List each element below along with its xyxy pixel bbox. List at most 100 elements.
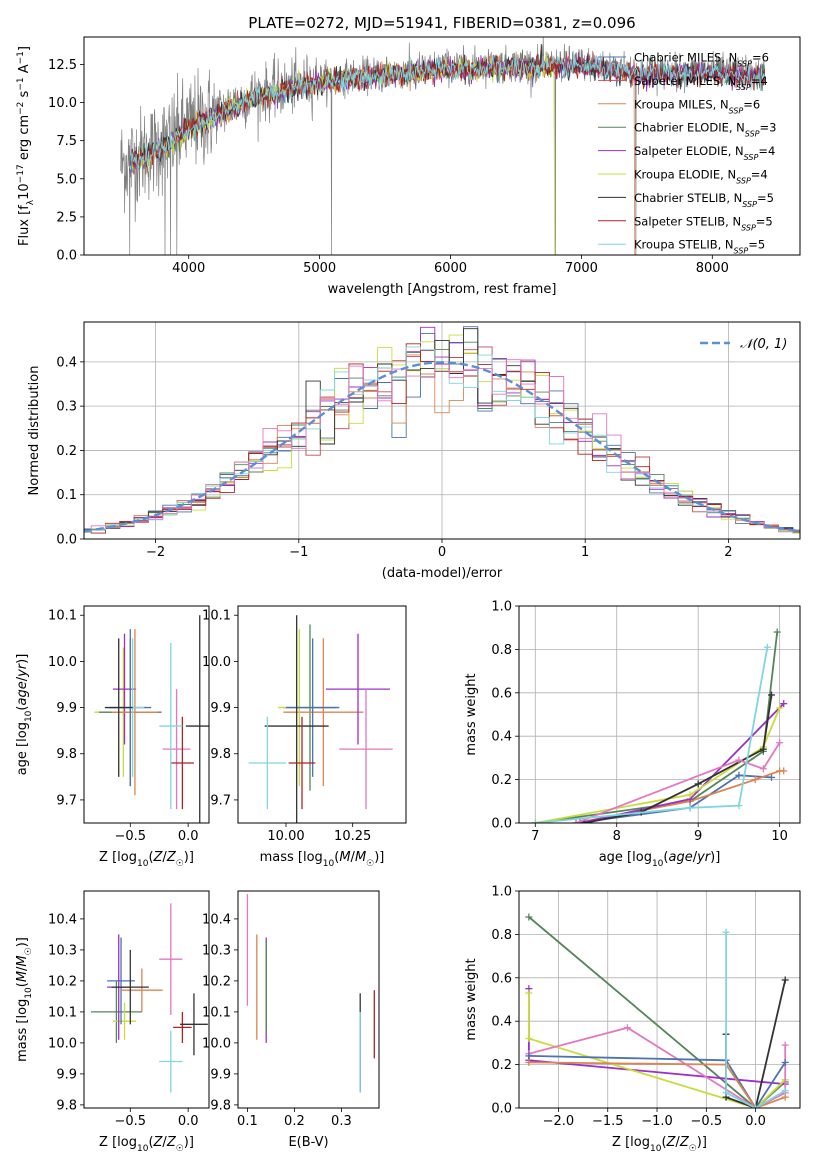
y-tick-label: 9.9 [56, 701, 77, 716]
errorbar-point [104, 638, 133, 777]
errorbar-point [326, 633, 390, 745]
weight-marker [781, 1058, 789, 1066]
y-tick-label: 10.0 [202, 1036, 231, 1051]
axes-frame [83, 36, 801, 256]
y-tick-label: 10.2 [48, 974, 77, 989]
y-tick-label: 9.9 [210, 701, 231, 716]
x-tick-label: −0.5 [115, 1114, 147, 1129]
errorbar-point [159, 1030, 183, 1093]
x-tick-label: 0.0 [178, 1114, 199, 1129]
weight-marker [686, 804, 694, 812]
x-axis-label: age [log10(age/yr)] [599, 850, 721, 869]
x-tick-label: 0.2 [284, 1114, 305, 1129]
model-line-2 [129, 53, 636, 255]
errorbar-point [121, 968, 163, 1012]
x-tick-label: 7 [531, 829, 539, 844]
x-tick-label: 4000 [172, 261, 205, 276]
panel-massweight-vs-age: 7 8 9 10 0.0 0.2 0.4 0.6 0.8 1.0 age [log10(age/yr… [464, 600, 801, 869]
y-axis-label: mass weight [464, 673, 479, 755]
plot-area-age-vs-Z [94, 615, 209, 823]
x-tick-label: 10 [771, 829, 788, 844]
y-axis-label: Normed distribution [27, 366, 42, 496]
errorbar-point [288, 716, 316, 810]
histogram-9 [84, 359, 800, 533]
weight-line-0 [528, 916, 786, 1108]
x-tick-label: 8000 [696, 261, 729, 276]
weight-marker [780, 700, 788, 708]
weight-marker [759, 745, 767, 753]
y-tick-label: 9.8 [56, 747, 77, 762]
y-tick-label: 0.1 [56, 488, 77, 503]
x-axis-label: mass [log10(M/M☉)] [260, 850, 385, 869]
y-axis-label: age [log10(age/yr)] [15, 654, 34, 776]
errorbar-point [112, 1002, 137, 1040]
y-tick-label: 9.7 [210, 793, 231, 808]
plot-area-mass-vs-EBV [246, 894, 375, 1093]
panel-mass-vs-EBV: 0.1 0.2 0.3 9.8 9.9 10.0 10.1 10.2 10.3 10.4 E(B-V… [202, 890, 380, 1150]
weight-marker [781, 976, 789, 984]
weight-marker [722, 928, 730, 936]
model-line-8 [129, 50, 765, 170]
weight-marker [525, 913, 533, 921]
x-tick-label: −0.5 [115, 829, 147, 844]
panel-spectrum: 4000 5000 6000 7000 8000 0.0 2.5 5.0 7.5 10.0 12.5… [16, 36, 801, 297]
x-axis-label: (data-model)/error [382, 566, 503, 581]
y-tick-label: 9.7 [56, 793, 77, 808]
y-tick-label: 0.2 [491, 1058, 512, 1073]
gaussian-reference-line [84, 361, 798, 533]
x-tick-label: −2.0 [543, 1114, 575, 1129]
weight-marker [525, 989, 533, 997]
y-tick-label: 0.6 [491, 686, 512, 701]
panel-massweight-vs-Z: −2.0 −1.5 −1.0 −0.5 0.0 0.0 0.2 0.4 0.6 0.8 1.0 Z [… [464, 885, 801, 1154]
weight-marker [735, 771, 743, 779]
legend-label: Kroupa MILES, NSSP=6 [634, 97, 760, 115]
y-tick-label: 10.0 [48, 1036, 77, 1051]
weight-marker [735, 756, 743, 764]
panel-residuals: −2 −1 0 1 2 0.0 0.1 0.2 0.3 0.4 (data-model)/error… [27, 321, 801, 581]
legend-label: Chabrier ELODIE, NSSP=3 [634, 121, 776, 139]
y-tick-label: 9.9 [56, 1067, 77, 1082]
errorbar-point [248, 716, 286, 810]
errorbar-point [264, 615, 329, 823]
plot-area-age-vs-mass [248, 615, 393, 823]
axes-frame [83, 321, 801, 540]
axes-frame [237, 890, 380, 1109]
y-tick-label: 0.0 [491, 817, 512, 832]
weight-marker [773, 628, 781, 636]
y-tick-label: 10.3 [202, 943, 231, 958]
y-tick-label: 5.0 [56, 172, 77, 187]
weight-marker [776, 704, 784, 712]
weight-marker [776, 739, 784, 747]
weight-line-7 [725, 932, 786, 1108]
weight-marker [781, 1087, 789, 1095]
weight-marker [694, 780, 702, 788]
legend-label: Chabrier STELIB, NSSP=5 [634, 191, 774, 209]
weight-line-4 [528, 1055, 786, 1108]
x-axis-label: E(B-V) [288, 1135, 328, 1150]
axes-frame [83, 890, 210, 1109]
errorbar-point [283, 638, 364, 787]
y-tick-label: 9.8 [210, 1098, 231, 1113]
x-tick-label: 0 [438, 545, 446, 560]
y-tick-label: 12.5 [48, 58, 77, 73]
x-axis-label: Z [log10(Z/Z☉)] [612, 1135, 707, 1154]
y-tick-label: 0.4 [491, 730, 512, 745]
y-tick-label: 10.4 [48, 912, 77, 927]
errorbar-point [170, 716, 194, 810]
weight-marker [752, 1104, 760, 1108]
axes-frame [518, 890, 801, 1109]
x-tick-label: 10.00 [267, 829, 304, 844]
x-axis-label: wavelength [Angstrom, rest frame] [328, 282, 557, 297]
x-axis-label: Z [log10(Z/Z☉)] [99, 850, 194, 869]
x-tick-label: −1 [289, 545, 308, 560]
plot-area-massweight-vs-Z [525, 913, 789, 1108]
x-tick-label: 0.0 [745, 1114, 766, 1129]
y-tick-label: 0.0 [491, 1102, 512, 1117]
legend-label: Kroupa STELIB, NSSP=5 [634, 238, 765, 256]
x-tick-label: −0.5 [691, 1114, 723, 1129]
weight-line-6 [575, 742, 781, 823]
y-tick-label: 10.1 [202, 609, 231, 624]
plot-area-massweight-vs-age [531, 628, 788, 823]
x-tick-label: 7000 [565, 261, 598, 276]
y-tick-label: 10.2 [202, 974, 231, 989]
